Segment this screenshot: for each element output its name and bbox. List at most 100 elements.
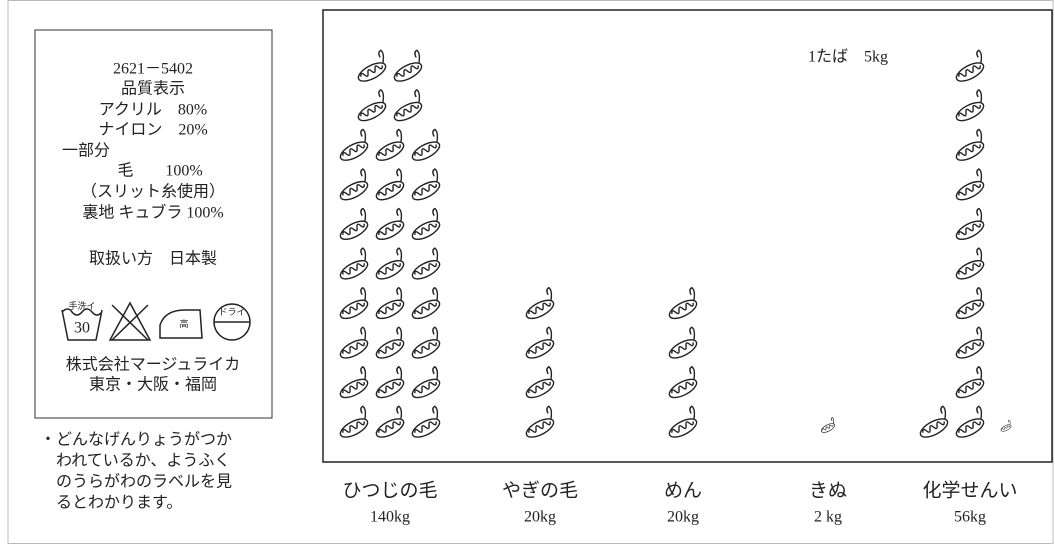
yarn-twist <box>378 144 401 157</box>
symbol-text: 手洗イ <box>68 300 95 311</box>
yarn-loop <box>360 405 367 419</box>
yarn-loop <box>976 207 983 222</box>
yarn-icon <box>820 416 836 433</box>
yarn-icon <box>955 286 985 320</box>
symbol-text: 高 <box>179 318 188 329</box>
yarn-loop <box>360 168 367 182</box>
yarn-icon <box>339 207 369 241</box>
yarn-loop <box>976 128 983 142</box>
yarn-twist <box>342 421 365 433</box>
icon-column <box>339 49 441 438</box>
yarn-icon <box>525 326 555 359</box>
yarn-twist <box>378 263 401 275</box>
iron-symbol <box>159 309 203 339</box>
yarn-icon <box>411 405 441 438</box>
yarn-icon <box>393 49 423 82</box>
yarn-twist <box>958 65 981 77</box>
category-label: 化学せんい <box>922 479 1017 501</box>
yarn-twist <box>958 104 981 117</box>
yarn-loop <box>396 168 403 182</box>
yarn-twist <box>342 263 365 275</box>
yarn-loop <box>396 326 403 340</box>
yarn-twist <box>378 223 401 236</box>
yarn-outline <box>955 180 985 201</box>
icon-column <box>668 286 698 438</box>
yarn-icon <box>393 89 423 122</box>
yarn-outline <box>357 101 387 122</box>
yarn-loop <box>360 365 367 380</box>
yarn-twist <box>414 302 437 315</box>
yarn-outline <box>339 299 369 320</box>
yarn-outline <box>375 220 405 241</box>
yarn-outline <box>411 141 441 161</box>
yarn-icon <box>339 405 369 438</box>
yarn-twist <box>958 381 981 394</box>
bleach-symbol <box>108 301 152 341</box>
yarn-icon <box>411 286 441 320</box>
category-label: ひつじの毛 <box>342 479 437 501</box>
label-card <box>34 29 273 419</box>
yarn-outline <box>375 141 405 161</box>
category-label: きぬ <box>809 480 847 501</box>
yarn-icon <box>919 405 949 438</box>
yarn-outline <box>375 418 405 438</box>
yarn-loop <box>976 286 983 301</box>
yarn-loop <box>378 89 385 103</box>
yarn-twist <box>958 223 981 236</box>
yarn-twist <box>671 302 694 315</box>
yarn-outline <box>339 220 369 241</box>
yarn-icon <box>411 365 441 399</box>
yarn-loop <box>546 326 553 340</box>
note-line: のうらがわのラベルを見 <box>56 473 232 491</box>
category-label: やぎの毛 <box>502 479 578 501</box>
yarn-outline <box>411 259 441 280</box>
yarn-icon <box>411 247 441 280</box>
yarn-outline <box>339 141 369 161</box>
yarn-loop <box>546 365 553 380</box>
yarn-outline <box>955 220 985 241</box>
yarn-loop <box>360 207 367 222</box>
note-line: るとわかります。 <box>56 494 182 512</box>
yarn-icon <box>411 326 441 359</box>
yarn-loop <box>414 89 421 103</box>
icon-column <box>525 286 555 438</box>
yarn-twist <box>342 183 365 196</box>
yarn-loop <box>396 207 403 222</box>
yarn-loop <box>689 365 696 380</box>
yarn-icon <box>375 405 405 438</box>
yarn-twist <box>922 421 945 433</box>
yarn-loop <box>396 128 403 142</box>
yarn-outline <box>411 378 441 399</box>
yarn-icon <box>668 365 698 399</box>
yarn-icon <box>668 405 698 438</box>
yarn-outline <box>668 418 698 438</box>
label-care: 取扱い方 日本製 <box>89 250 217 268</box>
yarn-icon <box>1000 419 1012 432</box>
yarn-icon <box>411 168 441 201</box>
label-line: （スリット糸使用） <box>81 183 225 201</box>
yarn-twist <box>378 342 401 354</box>
yarn-outline <box>411 220 441 241</box>
yarn-twist <box>342 302 365 315</box>
yarn-twist <box>671 381 694 394</box>
label-line: アクリル 80% <box>99 101 208 119</box>
yarn-loop <box>1008 419 1011 425</box>
yarn-outline <box>955 339 985 359</box>
label-line: 一部分 <box>62 142 110 160</box>
yarn-icon <box>525 405 555 438</box>
yarn-loop <box>546 405 553 419</box>
yarn-outline <box>411 299 441 320</box>
yarn-loop <box>689 286 696 301</box>
yarn-outline <box>820 423 836 433</box>
yarn-outline <box>393 101 423 122</box>
yarn-outline <box>955 101 985 122</box>
yarn-twist <box>378 302 401 315</box>
yarn-outline <box>955 259 985 280</box>
symbol-text: ドライ <box>218 307 245 317</box>
yarn-icon <box>955 89 985 122</box>
yarn-icon <box>955 207 985 241</box>
yarn-loop <box>432 247 439 261</box>
label-company: 株式会社マージュライカ <box>66 356 241 374</box>
yarn-twist <box>342 223 365 236</box>
